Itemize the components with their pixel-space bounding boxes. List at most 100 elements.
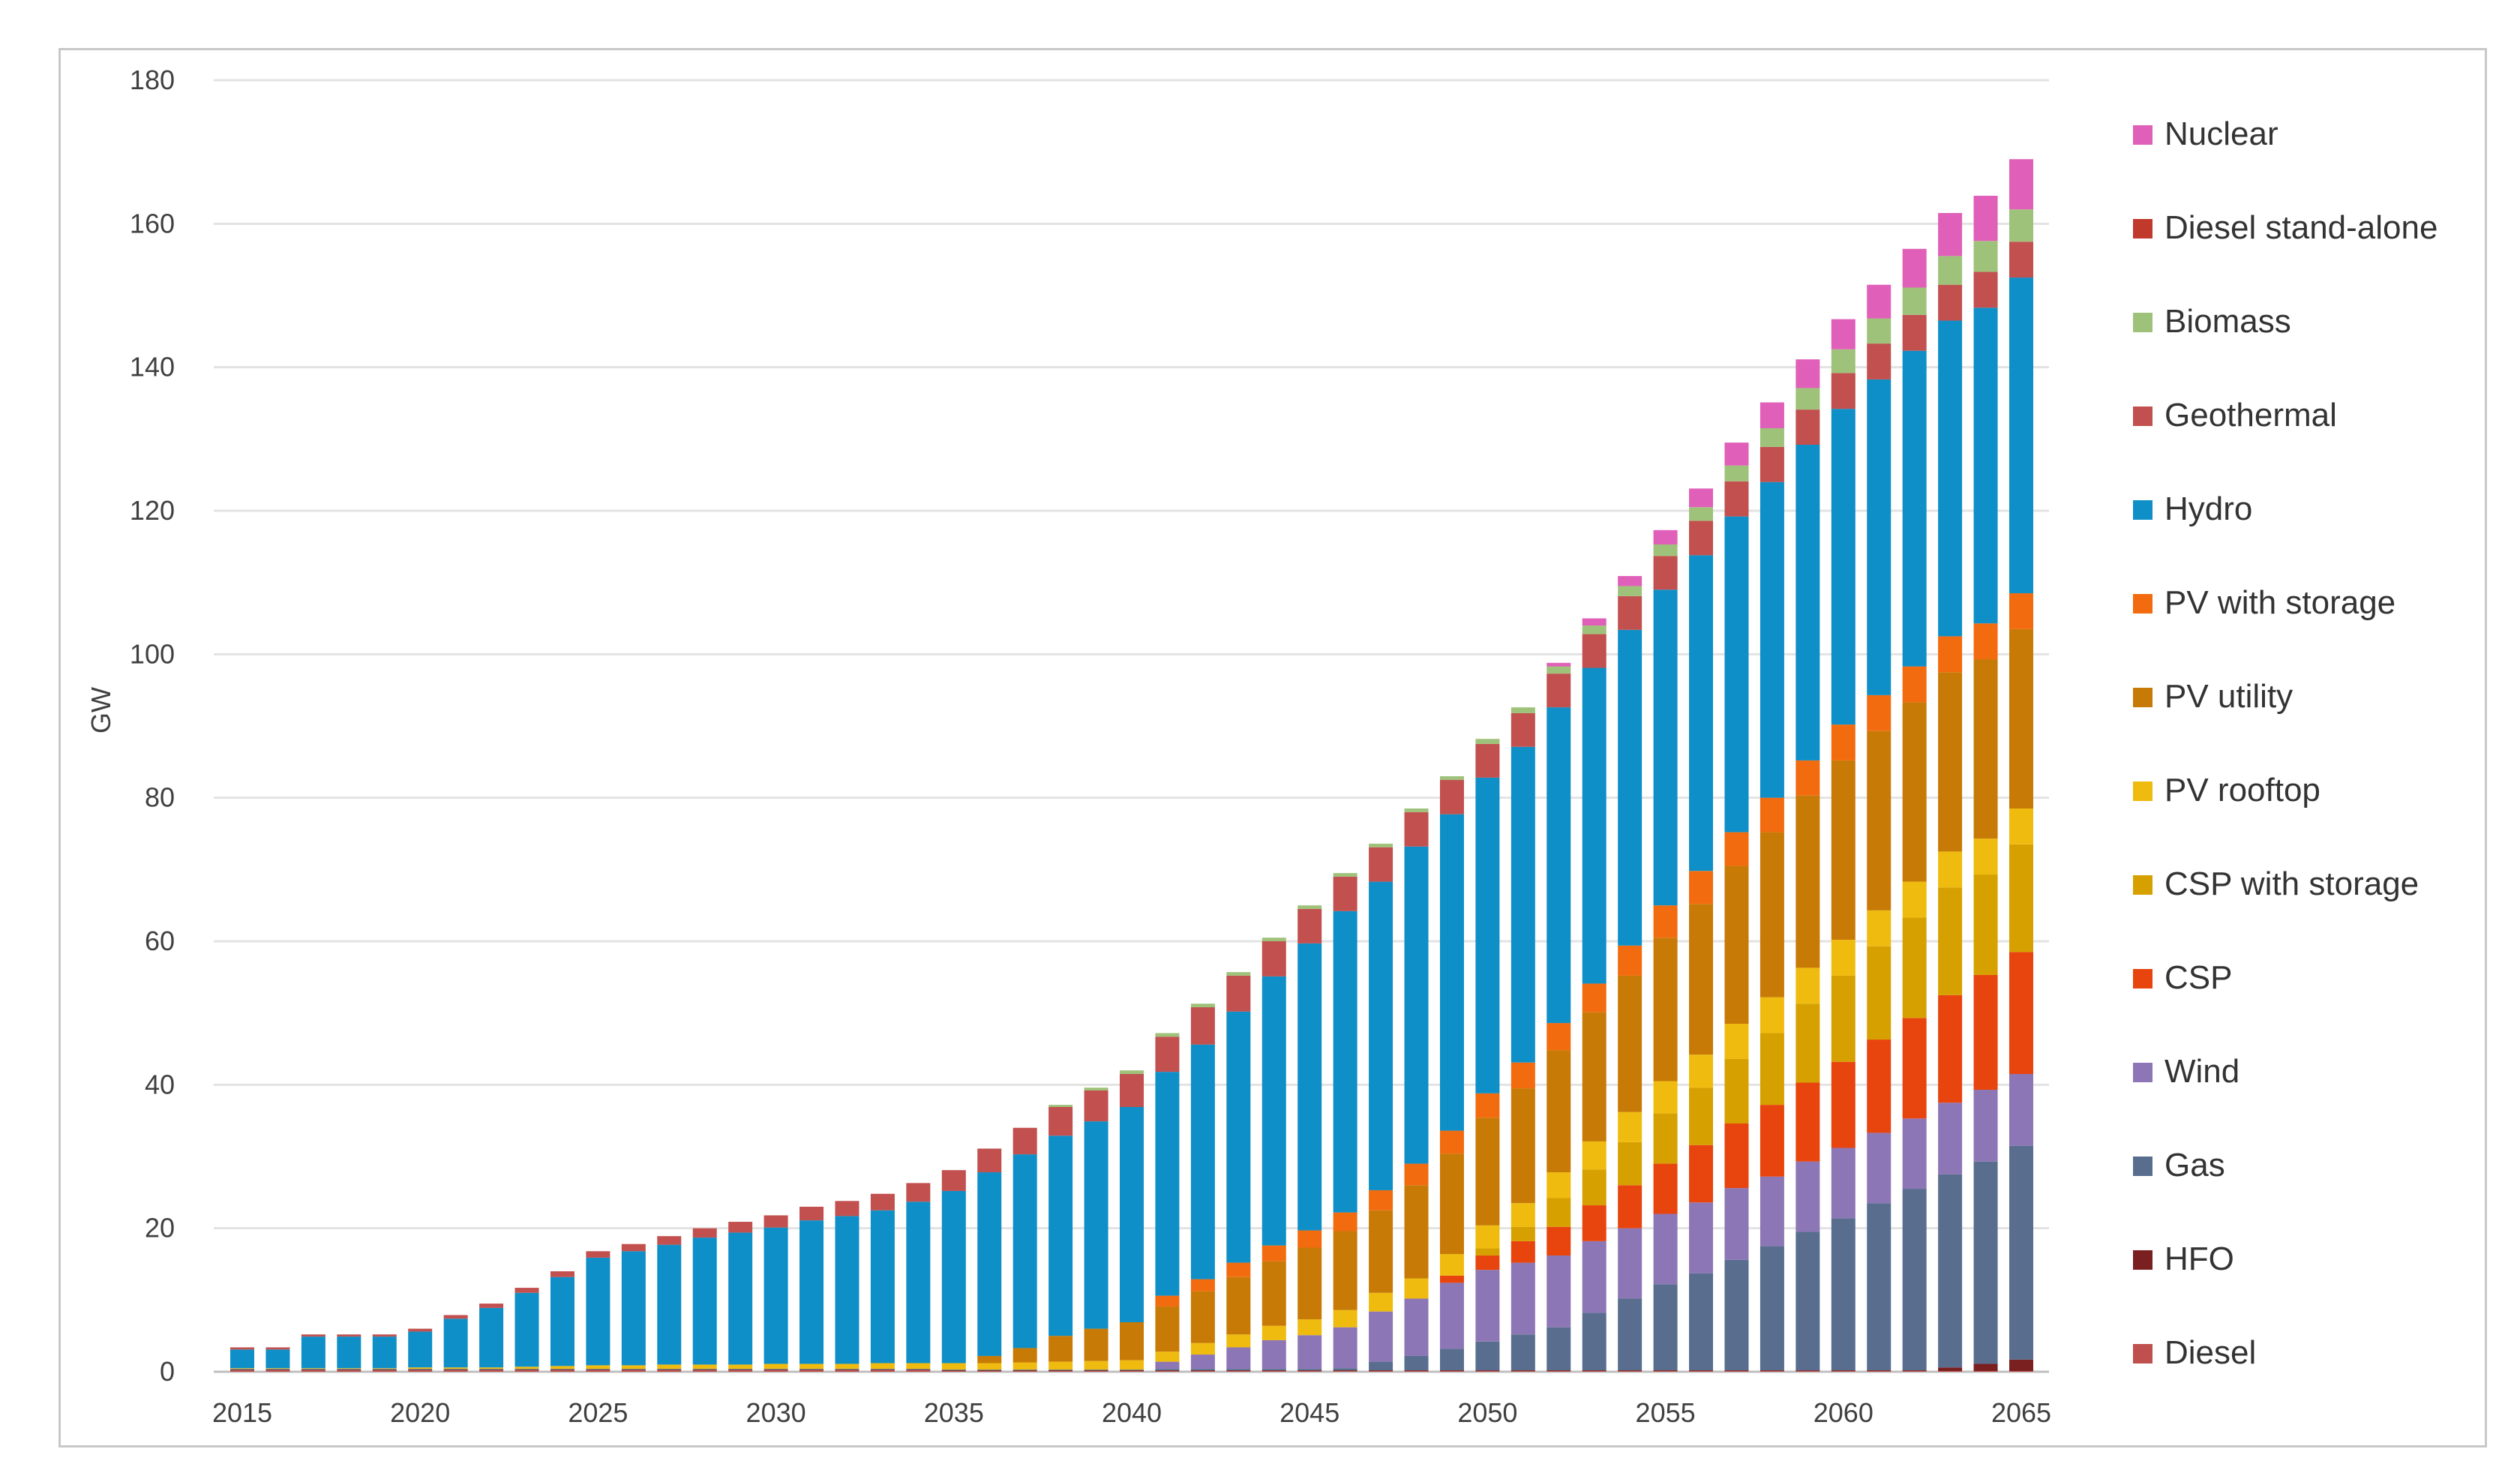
bar-segment-nuclear [1796, 359, 1820, 388]
bar-segment-hfo [1902, 1370, 1927, 1372]
bar-segment-wind [1226, 1347, 1251, 1370]
bar-segment-geothermal [1618, 596, 1642, 630]
bar-segment-hydro [1831, 409, 1856, 725]
bar-segment-diesel [1938, 1371, 1963, 1372]
bar-segment-nuclear [1867, 284, 1892, 319]
bar-segment-hfo [2009, 1359, 2033, 1372]
bar-segment-wind [1582, 1240, 1606, 1313]
legend-label-pv-with-storage: PV with storage [2164, 584, 2396, 621]
bar-segment-biomass [1298, 905, 1322, 909]
bar-segment-gas [1546, 1327, 1571, 1371]
bars [230, 159, 2033, 1372]
bar-segment-csp-with-storage [1618, 1142, 1642, 1186]
bar-segment-pv-rooftop [764, 1364, 788, 1370]
bar-segment-geothermal [1689, 520, 1714, 556]
bar-segment-wind [1262, 1340, 1286, 1370]
bar-segment-diesel [764, 1370, 788, 1372]
bar-segment-diesel [372, 1370, 397, 1372]
bar-segment-gas [1369, 1361, 1394, 1371]
bar-segment-diesel [800, 1370, 824, 1372]
bar-segment-geothermal [1796, 410, 1820, 445]
bar-segment-hfo [1760, 1370, 1784, 1372]
bar-segment-biomass [1582, 626, 1606, 634]
bar-segment-gas [1653, 1284, 1678, 1371]
bar-segment-pv-with-storage [1262, 1245, 1286, 1262]
bar-segment-wind [1902, 1118, 1927, 1190]
bar-segment-pv-utility [1190, 1291, 1215, 1343]
bar-segment-pv-with-storage [1796, 760, 1820, 796]
bar-segment-diesel [1475, 1371, 1500, 1372]
bar-segment-pv-utility [1546, 1050, 1571, 1173]
bar-segment-csp [1973, 974, 1998, 1090]
bar-segment-hfo [941, 1370, 966, 1372]
x-tick-label: 2020 [390, 1397, 450, 1428]
bar-segment-geothermal [657, 1236, 682, 1245]
bar-segment-diesel [941, 1371, 966, 1372]
bar-segment-wind [1369, 1311, 1394, 1362]
bar-segment-pv-with-storage [1298, 1230, 1322, 1248]
bar-segment-hfo [1439, 1370, 1464, 1372]
bar-segment-pv-rooftop [1262, 1325, 1286, 1340]
bar-segment-pv-rooftop [728, 1364, 753, 1370]
bar-segment-pv-utility [1155, 1306, 1180, 1352]
bar-segment-csp-with-storage [1689, 1088, 1714, 1145]
bar-segment-pv-rooftop [2009, 808, 2033, 844]
bar-segment-gas [657, 1369, 682, 1370]
bar-segment-pv-rooftop [1084, 1360, 1108, 1370]
bar-segment-wind [1938, 1102, 1963, 1174]
bar-segment-pv-rooftop [1973, 838, 1998, 875]
bar-segment-pv-rooftop [1831, 940, 1856, 976]
bar-segment-pv-rooftop [870, 1363, 895, 1370]
bar-segment-csp-with-storage [2009, 844, 2033, 952]
bar-segment-csp-with-storage [1475, 1248, 1500, 1256]
bar-segment-pv-with-storage [1546, 1023, 1571, 1051]
bar-segment-biomass [1938, 256, 1963, 285]
bar-segment-geothermal [1938, 284, 1963, 321]
bar-segment-biomass [1226, 972, 1251, 976]
bar-segment-hydro [657, 1244, 682, 1365]
bar-segment-hydro [1653, 590, 1678, 906]
bar-segment-geothermal [1546, 674, 1571, 708]
bar-segment-gas [550, 1369, 574, 1370]
bar-segment-gas [1867, 1203, 1892, 1371]
bar-segment-pv-rooftop [1155, 1352, 1180, 1362]
bar-segment-pv-with-storage [1439, 1130, 1464, 1154]
bar-segment-csp [1724, 1123, 1749, 1189]
bar-segment-geothermal [835, 1201, 860, 1216]
bar-segment-hydro [1404, 846, 1429, 1164]
bar-segment-wind [1298, 1335, 1322, 1370]
bar-segment-csp [1439, 1275, 1464, 1283]
bar-segment-pv-rooftop [514, 1366, 539, 1370]
bar-segment-gas [1618, 1298, 1642, 1371]
bar-segment-pv-rooftop [835, 1364, 860, 1370]
bar-segment-csp [1867, 1040, 1892, 1133]
bar-segment-wind [1796, 1161, 1820, 1232]
bar-segment-hydro [1298, 943, 1322, 1231]
y-tick-label: 160 [130, 208, 175, 238]
bar-segment-pv-rooftop [1546, 1172, 1571, 1198]
bar-segment-geothermal [1831, 373, 1856, 410]
bar-segment-gas [1938, 1174, 1963, 1368]
bar-segment-pv-with-storage [1510, 1062, 1535, 1089]
bar-segment-pv-utility [1048, 1336, 1073, 1362]
bar-segment-geothermal [514, 1288, 539, 1293]
bar-segment-diesel [1867, 1371, 1892, 1372]
bar-segment-diesel [408, 1370, 433, 1372]
bar-segment-geothermal [1048, 1106, 1073, 1136]
bar-segment-pv-rooftop [372, 1368, 397, 1370]
bar-segment-geothermal [870, 1193, 895, 1210]
bar-segment-diesel [692, 1370, 717, 1372]
bar-segment-csp [1831, 1061, 1856, 1148]
bar-segment-geothermal [1902, 314, 1927, 351]
bar-segment-pv-rooftop [692, 1364, 717, 1370]
bar-segment-gas [1796, 1232, 1820, 1371]
bar-segment-nuclear [2009, 159, 2033, 210]
bar-segment-gas [1404, 1355, 1429, 1371]
bar-segment-geothermal [1760, 446, 1784, 482]
bar-segment-pv-utility [1902, 702, 1927, 882]
bar-segment-pv-rooftop [800, 1364, 824, 1370]
bar-segment-pv-utility [1439, 1154, 1464, 1255]
bar-segment-hfo [1084, 1370, 1108, 1372]
bar-segment-hfo [1012, 1370, 1037, 1372]
bar-segment-diesel [1510, 1371, 1535, 1372]
